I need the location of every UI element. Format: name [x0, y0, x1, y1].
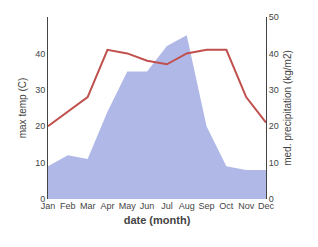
svg-text:10: 10: [35, 158, 45, 168]
svg-text:May: May: [119, 201, 137, 211]
svg-text:max temp (C): max temp (C): [17, 78, 28, 139]
svg-text:30: 30: [269, 85, 279, 95]
svg-text:40: 40: [269, 49, 279, 59]
svg-text:Mar: Mar: [80, 201, 96, 211]
svg-text:Jun: Jun: [140, 201, 155, 211]
svg-text:med. precipitation (kg/m2): med. precipitation (kg/m2): [282, 50, 293, 166]
svg-text:Oct: Oct: [219, 201, 234, 211]
svg-text:Feb: Feb: [60, 201, 76, 211]
svg-text:10: 10: [269, 158, 279, 168]
svg-text:Nov: Nov: [238, 201, 255, 211]
svg-text:Dec: Dec: [258, 201, 275, 211]
svg-text:20: 20: [35, 121, 45, 131]
svg-text:Sep: Sep: [199, 201, 215, 211]
svg-text:40: 40: [35, 49, 45, 59]
svg-text:date (month): date (month): [124, 214, 191, 226]
svg-text:Apr: Apr: [100, 201, 114, 211]
svg-text:50: 50: [269, 12, 279, 22]
svg-text:30: 30: [35, 85, 45, 95]
svg-text:0: 0: [269, 194, 274, 204]
svg-text:20: 20: [269, 121, 279, 131]
svg-text:Aug: Aug: [179, 201, 195, 211]
svg-text:Jul: Jul: [161, 201, 173, 211]
svg-text:Jan: Jan: [41, 201, 56, 211]
svg-text:0: 0: [40, 194, 45, 204]
